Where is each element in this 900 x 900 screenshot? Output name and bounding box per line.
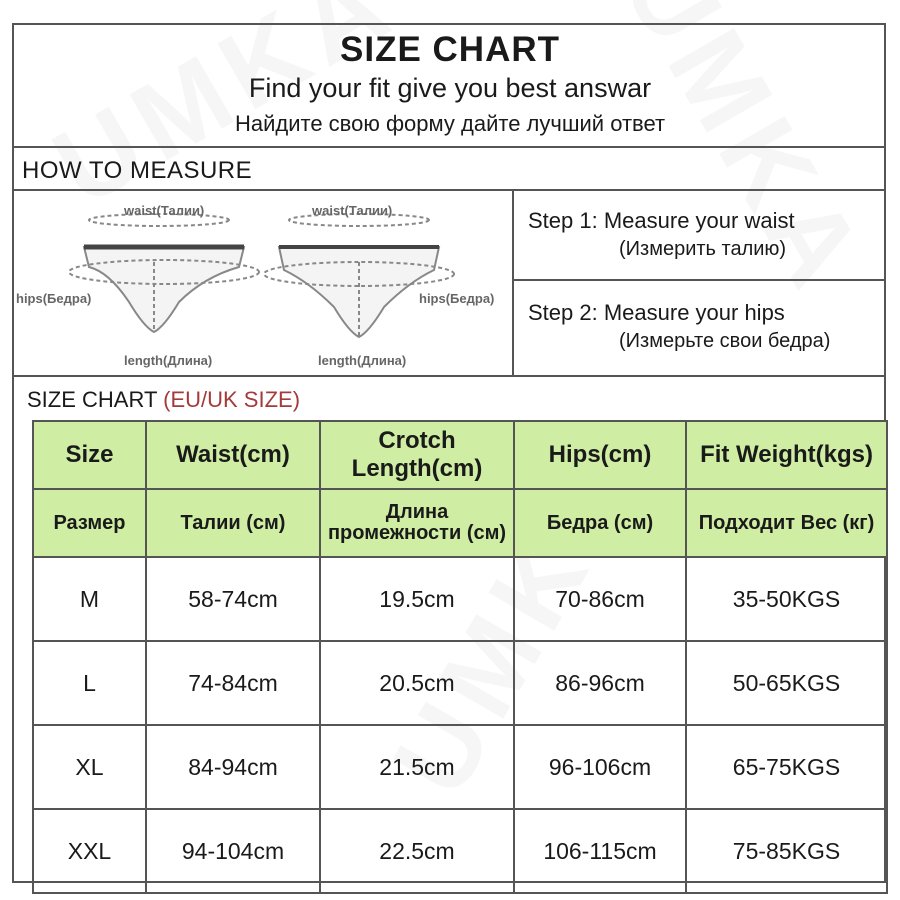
cell-size: XL <box>32 724 147 810</box>
divider <box>12 375 886 377</box>
divider <box>513 279 886 281</box>
subtitle-russian: Найдите свою форму дайте лучший ответ <box>234 111 666 136</box>
cell-hips: 106-115cm <box>513 808 687 894</box>
table-row: XL 84-94cm 21.5cm 96-106cm 65-75KGS <box>32 724 888 810</box>
cell-size: XXL <box>32 808 147 894</box>
divider <box>12 189 886 191</box>
header-fit-weight: Fit Weight(kgs) <box>685 420 888 490</box>
step-1-text: Step 1: Measure your waist <box>528 208 795 233</box>
waist-label-left: waist(Талии) <box>124 203 205 218</box>
size-chart-region: (EU/UK SIZE) <box>163 387 301 412</box>
cell-weight: 65-75KGS <box>685 724 888 810</box>
brief-diagram-left <box>68 213 260 334</box>
header-crotch-length-ru: Длина промежности (см) <box>319 488 515 558</box>
step-2-text-ru: (Измерьте свои бедра) <box>619 330 831 352</box>
length-label-left: length(Длина) <box>124 353 213 368</box>
length-label-right: length(Длина) <box>318 353 407 368</box>
how-to-measure-heading: HOW TO MEASURE <box>22 157 253 184</box>
hips-label-right: hips(Бедра) <box>419 291 495 306</box>
step-1: Step 1: Measure your waist (Измерить тал… <box>528 208 795 261</box>
cell-crotch: 22.5cm <box>319 808 515 894</box>
cell-waist: 74-84cm <box>145 640 321 726</box>
table-row: XXL 94-104cm 22.5cm 106-115cm 75-85KGS <box>32 808 888 894</box>
header-size: Size <box>32 420 147 490</box>
cell-crotch: 21.5cm <box>319 724 515 810</box>
header-size-ru: Размер <box>32 488 147 558</box>
cell-crotch: 20.5cm <box>319 640 515 726</box>
divider <box>512 190 514 376</box>
cell-hips: 70-86cm <box>513 556 687 642</box>
header-fit-weight-ru: Подходит Вес (кг) <box>685 488 888 558</box>
cell-hips: 86-96cm <box>513 640 687 726</box>
header-hips-ru: Бедра (см) <box>513 488 687 558</box>
cell-hips: 96-106cm <box>513 724 687 810</box>
cell-waist: 94-104cm <box>145 808 321 894</box>
brief-diagram-right <box>263 213 455 339</box>
step-2-text: Step 2: Measure your hips <box>528 300 785 325</box>
size-chart-label: SIZE CHART (EU/UK SIZE) <box>27 387 300 413</box>
page-title: SIZE CHART <box>340 30 560 69</box>
cell-waist: 58-74cm <box>145 556 321 642</box>
table-row: M 58-74cm 19.5cm 70-86cm 35-50KGS <box>32 556 888 642</box>
cell-weight: 35-50KGS <box>685 556 888 642</box>
cell-size: M <box>32 556 147 642</box>
header-waist: Waist(cm) <box>145 420 321 490</box>
header-waist-ru: Талии (см) <box>145 488 321 558</box>
cell-size: L <box>32 640 147 726</box>
table-header-en: Size Waist(cm) Crotch Length(cm) Hips(cm… <box>32 420 888 490</box>
cell-weight: 75-85KGS <box>685 808 888 894</box>
table-header-ru: Размер Талии (см) Длина промежности (см)… <box>32 488 888 558</box>
table-row: L 74-84cm 20.5cm 86-96cm 50-65KGS <box>32 640 888 726</box>
cell-crotch: 19.5cm <box>319 556 515 642</box>
measure-diagram <box>68 213 455 339</box>
step-1-text-ru: (Измерить талию) <box>619 238 787 260</box>
header-hips: Hips(cm) <box>513 420 687 490</box>
cell-waist: 84-94cm <box>145 724 321 810</box>
header-crotch-length: Crotch Length(cm) <box>319 420 515 490</box>
divider <box>12 146 886 148</box>
hips-label-left: hips(Бедра) <box>16 291 92 306</box>
step-2: Step 2: Measure your hips (Измерьте свои… <box>528 300 830 353</box>
cell-weight: 50-65KGS <box>685 640 888 726</box>
size-table: Size Waist(cm) Crotch Length(cm) Hips(cm… <box>32 420 888 894</box>
size-chart-label-text: SIZE CHART <box>27 387 157 412</box>
subtitle-english: Find your fit give you best answar <box>248 73 652 103</box>
waist-label-right: waist(Талии) <box>312 203 393 218</box>
